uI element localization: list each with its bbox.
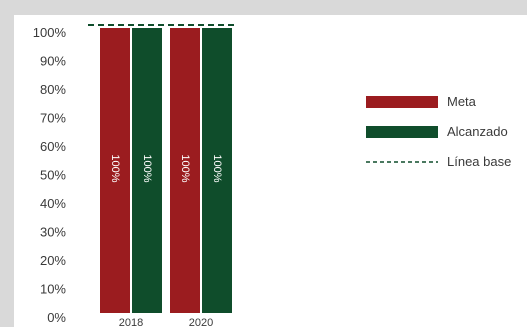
bar-meta-2018 (100, 28, 130, 313)
y-tick-label: 60% (40, 139, 66, 154)
y-tick-label: 80% (40, 82, 66, 97)
bar-alcanzado-2018 (132, 28, 162, 313)
legend-label: Línea base (447, 154, 511, 169)
legend-label: Alcanzado (447, 124, 508, 139)
bar-meta-2020 (170, 28, 200, 313)
y-tick-label: 30% (40, 225, 66, 240)
y-tick-label: 100% (33, 25, 67, 40)
legend: Meta Alcanzado Línea base (366, 94, 511, 169)
bar-value-label: 100% (109, 154, 121, 182)
chart-card (14, 15, 527, 327)
bars: 100% 100% 100% 100% (100, 28, 232, 313)
y-tick-label: 0% (47, 310, 66, 325)
legend-swatch-meta (366, 96, 438, 108)
legend-label: Meta (447, 94, 477, 109)
x-axis-categories: 2018 2020 (119, 317, 213, 327)
bar-value-label: 100% (141, 154, 153, 182)
y-tick-label: 40% (40, 196, 66, 211)
y-tick-label: 20% (40, 253, 66, 268)
y-axis-ticks: 0% 10% 20% 30% 40% 50% 60% 70% 80% 90% 100% (33, 25, 67, 325)
y-tick-label: 50% (40, 168, 66, 183)
bar-value-label: 100% (179, 154, 191, 182)
x-category-label: 2020 (189, 317, 213, 327)
y-tick-label: 90% (40, 54, 66, 69)
legend-swatch-alcanzado (366, 126, 438, 138)
bar-value-label: 100% (211, 154, 223, 182)
bar-alcanzado-2020 (202, 28, 232, 313)
y-tick-label: 70% (40, 111, 66, 126)
x-category-label: 2018 (119, 317, 143, 327)
y-tick-label: 10% (40, 282, 66, 297)
